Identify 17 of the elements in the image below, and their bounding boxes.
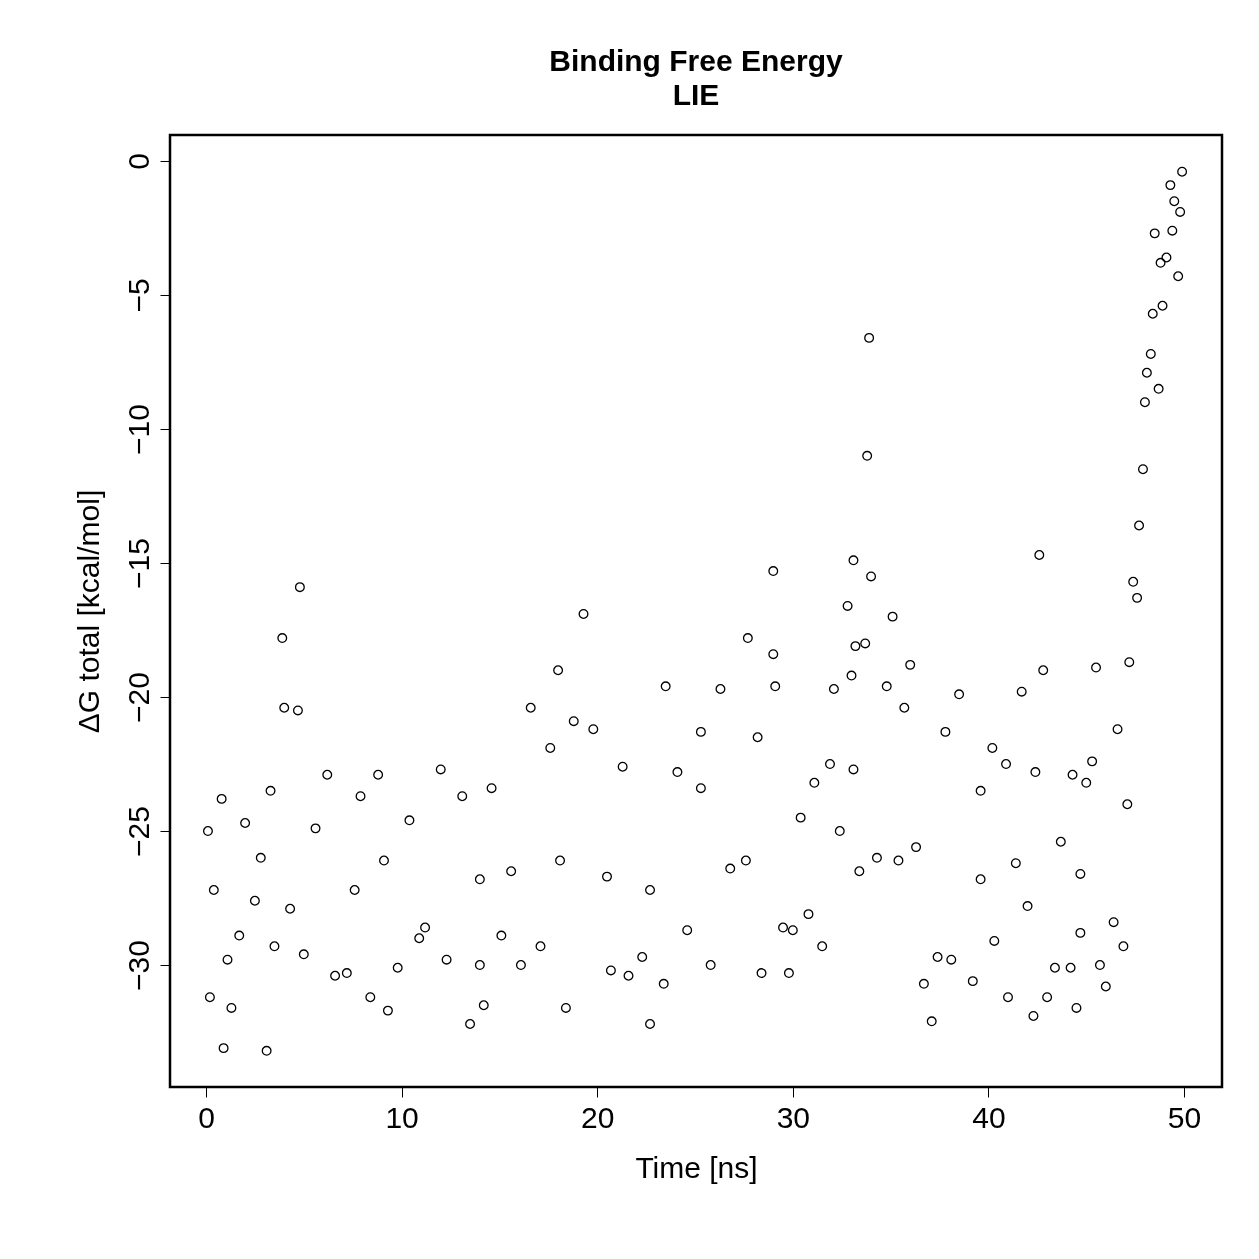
x-tick-label: 50 bbox=[1167, 1100, 1202, 1134]
y-tick-label: −30 bbox=[121, 940, 155, 991]
x-tick-label: 20 bbox=[581, 1100, 615, 1134]
x-tick-label: 10 bbox=[385, 1100, 419, 1134]
y-tick-label: −25 bbox=[121, 806, 155, 857]
x-axis-title: Time [ns] bbox=[635, 1150, 758, 1184]
x-tick-label: 40 bbox=[972, 1100, 1006, 1134]
y-tick-label: −5 bbox=[121, 278, 155, 313]
x-tick-label: 30 bbox=[776, 1100, 811, 1134]
chart-subtitle: LIE bbox=[672, 78, 720, 111]
y-axis-title: ΔG total [kcal/mol] bbox=[71, 489, 105, 734]
y-tick-label: −15 bbox=[121, 538, 155, 589]
x-tick-label: 0 bbox=[198, 1100, 215, 1134]
chart-title: Binding Free Energy bbox=[549, 44, 843, 77]
y-tick-label: −10 bbox=[121, 404, 155, 455]
y-tick-label: 0 bbox=[121, 153, 155, 170]
y-tick-label: −20 bbox=[121, 672, 155, 723]
